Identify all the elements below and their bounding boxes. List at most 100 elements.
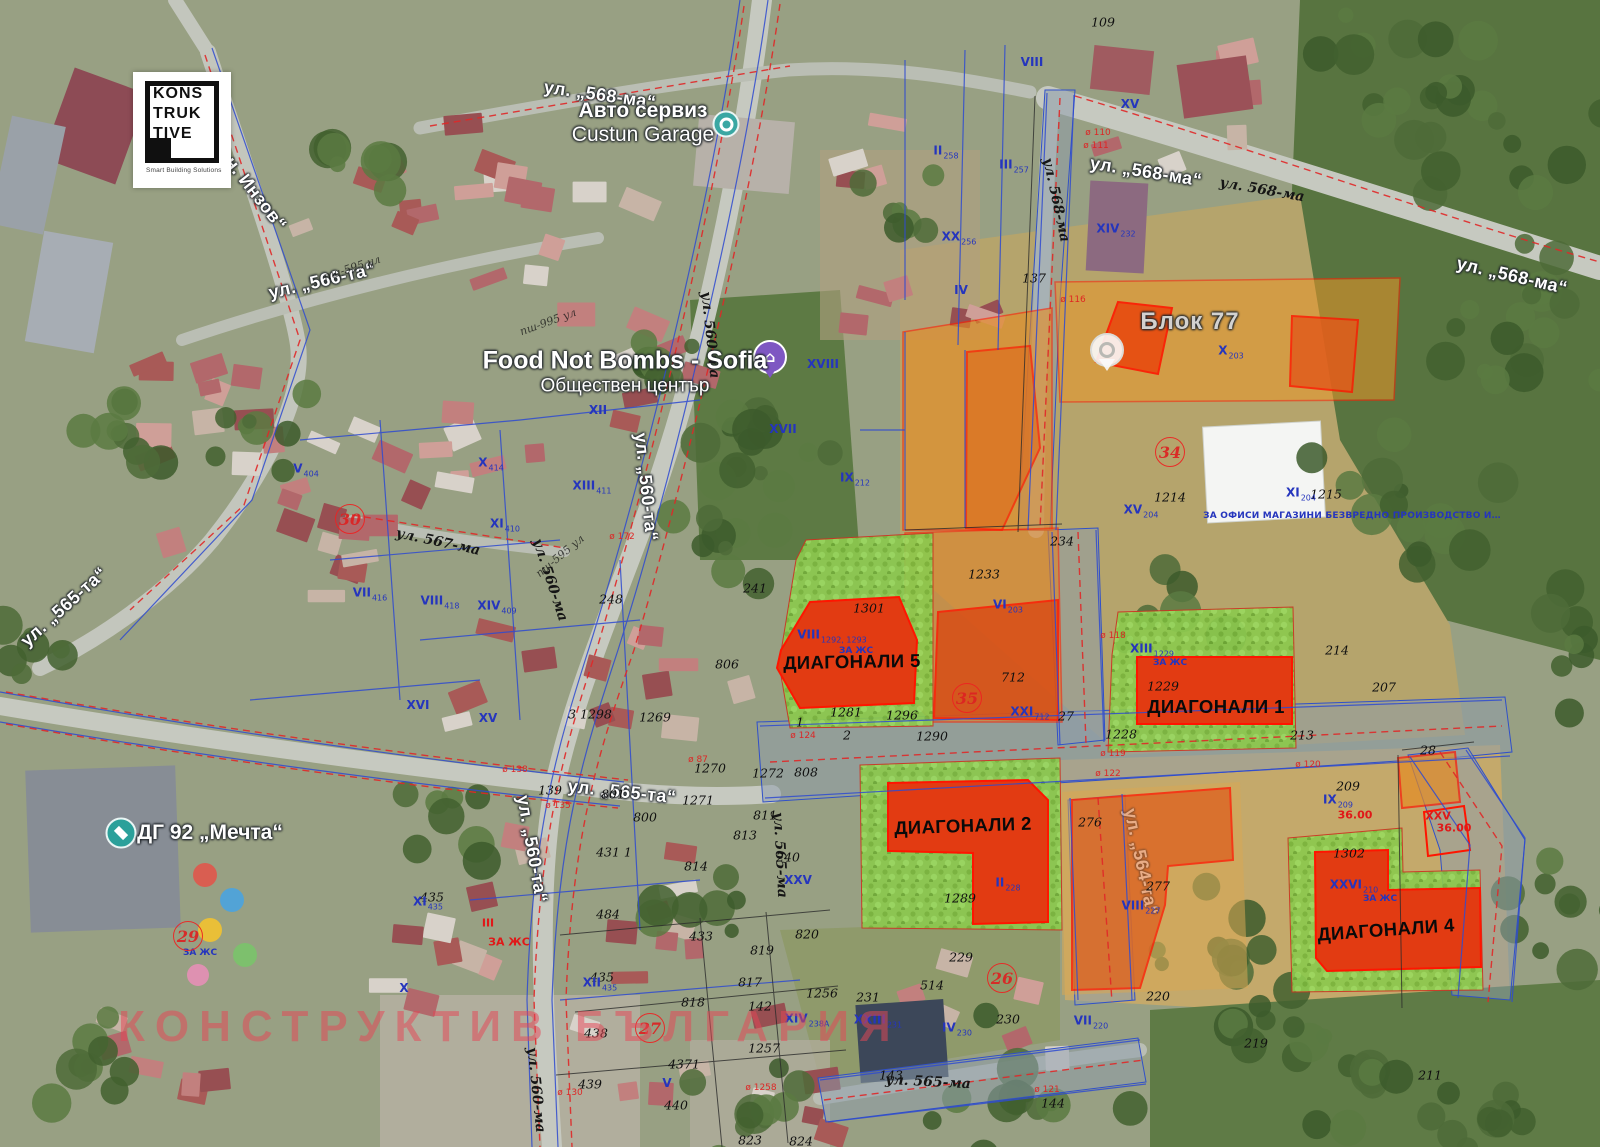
survey-point-label: ø 87 <box>688 755 708 765</box>
regulation-red-lines <box>5 3 1600 1147</box>
plot-code: X <box>399 981 409 995</box>
cadastral-district-number: 26 <box>987 963 1017 993</box>
plot-code-sub: 418 <box>444 601 460 611</box>
konstruktive-logo: KONS TRUK TIVE Smart Building Solutions <box>133 72 231 188</box>
zoning-label: ЗА ЖС <box>1152 658 1188 668</box>
plot-code: IX212 <box>840 470 870 488</box>
plot-name-label: ДИАГОНАЛИ 4 <box>1316 914 1456 945</box>
parcel-number: 27 <box>1058 708 1074 724</box>
school-glyph <box>113 825 129 841</box>
zoning-note: ЗА ОФИСИ МАГАЗИНИ БЕЗВРЕДНО ПРОИЗВОДСТВО… <box>1203 511 1501 521</box>
parcel-number: 1256 <box>806 985 838 1001</box>
parcel-number: 1301 <box>853 600 885 616</box>
parcel-number: 4371 <box>668 1056 700 1072</box>
poi-label-kindergarten[interactable]: ДГ 92 „Мечта“ <box>137 821 283 845</box>
cadastral-district-number: 35 <box>952 683 982 713</box>
poi-label-auto-service[interactable]: Авто сервиз Custun Garage <box>572 99 714 147</box>
plot-code: VI203 <box>992 597 1024 615</box>
plot-code: XV <box>478 711 498 725</box>
map-pin-icon[interactable] <box>1090 333 1124 367</box>
logo-frame <box>145 81 219 163</box>
parcel-black-lines <box>555 95 1475 1147</box>
cadastral-district-number: 29 <box>173 921 203 951</box>
logo-line: TRUK <box>153 105 202 122</box>
community-center-icon[interactable]: ⌂ <box>753 340 787 374</box>
plot-code-sub: 256 <box>961 237 977 247</box>
plot-code: IX209 <box>1323 792 1353 810</box>
street-label: ул. „565-та“ <box>16 562 111 651</box>
plot-code-sub: 416 <box>371 593 388 603</box>
plot-code: II258 <box>933 143 959 161</box>
regulation-mark: III <box>481 916 495 930</box>
survey-point-label: ø 135 <box>545 801 571 811</box>
parcel-number: 435 <box>420 889 444 905</box>
poi-name: Food Not Bombs - Sofia <box>482 346 768 375</box>
parcel-number: 808 <box>794 764 818 780</box>
regulation-mark: 36.00 <box>1337 808 1373 822</box>
pin-ring <box>1099 342 1115 358</box>
logo-line: TIVE <box>153 125 193 142</box>
parcel-number: 207 <box>1372 679 1396 695</box>
plot-code: IV <box>954 283 968 297</box>
plot-code: XI204 <box>1286 485 1316 503</box>
plot-code-sub: 435 <box>601 983 618 993</box>
parcel-number: 817 <box>738 974 762 990</box>
survey-point-label: ø 124 <box>790 731 816 741</box>
parcel-number: 143 <box>879 1067 903 1083</box>
survey-point-label: ø 172 <box>609 532 635 542</box>
plot-code: XIV238A <box>784 1011 830 1029</box>
parcel-number: 248 <box>599 591 623 607</box>
plot-code-sub: 712 <box>1034 712 1050 722</box>
plot-name-label: ДИАГОНАЛИ 1 <box>1147 696 1285 717</box>
plot-code: XIV232 <box>1096 221 1136 239</box>
parcel-number: 1215 <box>1310 486 1342 502</box>
survey-point-label: ø 130 <box>557 1088 583 1098</box>
parcel-number: 241 <box>743 580 767 596</box>
plot-code-sub: 257 <box>1013 165 1029 175</box>
school-icon[interactable] <box>105 817 137 849</box>
parcel-number: 240 <box>776 849 800 865</box>
cadastral-street-label: пш-995 ул <box>518 305 578 339</box>
parcel-number: 144 <box>1041 1095 1065 1111</box>
plot-code: VIII1292, 1293 <box>797 627 867 645</box>
car-repair-icon[interactable] <box>712 110 740 138</box>
survey-point-label: ø 1258 <box>745 1083 777 1093</box>
parcel-number: 277 <box>1146 878 1170 894</box>
plot-code-sub: 238A <box>808 1019 830 1029</box>
plot-code: IV230 <box>941 1020 973 1038</box>
plot-code-sub: 210 <box>1362 885 1379 895</box>
parcel-number: 137 <box>1022 270 1046 286</box>
plot-name-label: ДИАГОНАЛИ 5 <box>783 649 921 674</box>
parcel-number: 820 <box>795 926 819 942</box>
parcel-number: 1290 <box>916 728 948 744</box>
cadastral-street-label: ул. 560-ма <box>523 1046 549 1134</box>
parcel-number: 435 <box>590 969 614 985</box>
logo-text: KONS TRUK TIVE <box>153 84 203 144</box>
cadastral-street-label: ул. 568-ма <box>1039 156 1073 244</box>
parcel-number: 109 <box>1091 14 1115 30</box>
plot-code: XIII1229 <box>1129 641 1175 659</box>
plot-code-sub: 203 <box>1007 605 1024 615</box>
parcel-number: 211 <box>1418 1067 1442 1083</box>
poi-label-blok-77[interactable]: Блок 77 <box>1140 308 1239 336</box>
plot-code: XII435 <box>582 975 618 993</box>
street-label: ул. „568-ма“ <box>1454 253 1570 298</box>
parcel-number: 1228 <box>1105 726 1137 742</box>
poi-label-community-center[interactable]: Food Not Bombs - Sofia Обществен център <box>483 347 768 398</box>
cadastral-district-number: 30 <box>335 504 365 534</box>
plot-code: III257 <box>999 157 1029 175</box>
plot-code: X414 <box>478 455 504 473</box>
parcel-number: 1229 <box>1147 678 1179 694</box>
plot-code: V404 <box>293 461 319 479</box>
plot-code-sub: 232 <box>1120 229 1136 239</box>
poi-name: ДГ 92 „Мечта“ <box>137 821 283 844</box>
parcel-number: 2 <box>843 727 851 743</box>
cadastral-street-label: ул. 568-ма <box>1218 174 1306 206</box>
survey-point-label: ø 111 <box>1083 141 1109 151</box>
regulation-zones-layer <box>756 89 1526 1123</box>
parcel-number: 229 <box>949 949 973 965</box>
plot-code: XVI <box>406 698 430 712</box>
plot-code: XX256 <box>941 229 977 247</box>
